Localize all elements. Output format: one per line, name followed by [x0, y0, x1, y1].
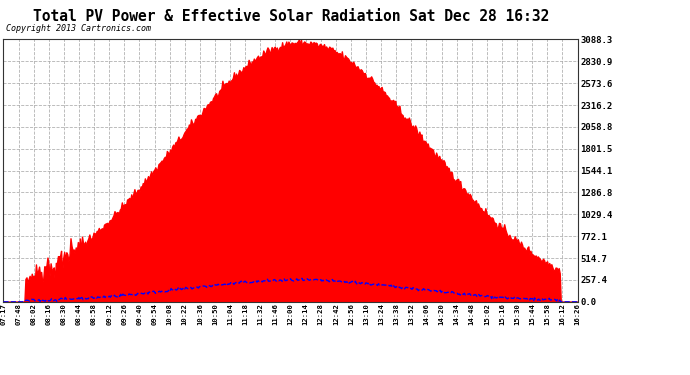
Text: Radiation (Effective w/m2): Radiation (Effective w/m2) — [304, 20, 435, 29]
Text: PV Panels (DC Watts): PV Panels (DC Watts) — [455, 20, 555, 29]
Text: Total PV Power & Effective Solar Radiation Sat Dec 28 16:32: Total PV Power & Effective Solar Radiati… — [33, 9, 549, 24]
Text: Copyright 2013 Cartronics.com: Copyright 2013 Cartronics.com — [6, 24, 150, 33]
